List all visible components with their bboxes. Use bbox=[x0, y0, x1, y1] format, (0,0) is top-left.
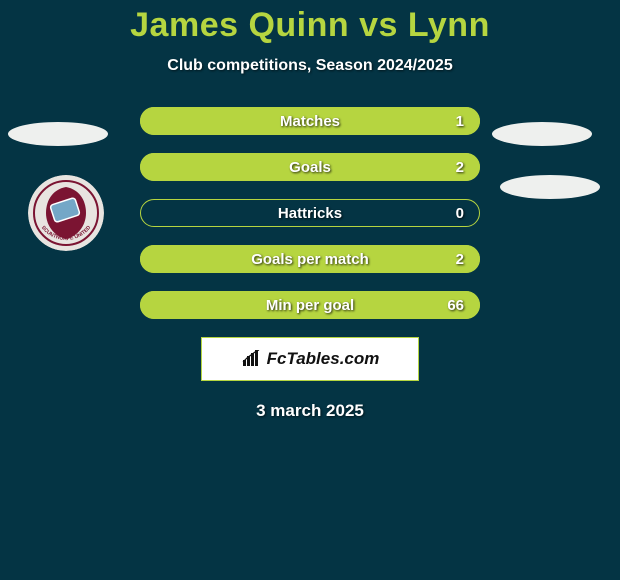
stat-bar-fill-right bbox=[140, 245, 480, 273]
stat-bar: Goals2 bbox=[140, 153, 480, 181]
stat-bar: Hattricks0 bbox=[140, 199, 480, 227]
stat-bar-value-right: 66 bbox=[447, 291, 464, 319]
date-text: 3 march 2025 bbox=[0, 401, 620, 421]
stat-bar-value-right: 1 bbox=[456, 107, 464, 135]
subtitle: Club competitions, Season 2024/2025 bbox=[0, 57, 620, 75]
stat-bar-fill-right bbox=[140, 153, 480, 181]
stat-bar-value-right: 2 bbox=[456, 245, 464, 273]
stat-bar-fill-right bbox=[140, 107, 480, 135]
stat-bar: Min per goal66 bbox=[140, 291, 480, 319]
page-title: James Quinn vs Lynn bbox=[0, 0, 620, 45]
stat-bar: Goals per match2 bbox=[140, 245, 480, 273]
title-player-a: James Quinn bbox=[130, 6, 349, 44]
stat-bar-value-right: 2 bbox=[456, 153, 464, 181]
stat-bar-fill-right bbox=[140, 291, 480, 319]
stat-bar-value-right: 0 bbox=[456, 199, 464, 227]
bar-chart-icon bbox=[241, 350, 261, 368]
player-b-marker-2 bbox=[500, 175, 600, 199]
club-badge: SCUNTHORPE UNITED bbox=[28, 175, 104, 251]
title-player-b: Lynn bbox=[408, 6, 490, 44]
stat-bar: Matches1 bbox=[140, 107, 480, 135]
player-a-marker bbox=[8, 122, 108, 146]
infographic-root: James Quinn vs Lynn Club competitions, S… bbox=[0, 0, 620, 580]
brand-text: FcTables.com bbox=[267, 349, 380, 369]
title-vs: vs bbox=[359, 6, 398, 44]
comparison-bars: Matches1 Goals2 Hattricks0 Goals per match2… bbox=[140, 107, 480, 319]
stat-bar-outline bbox=[140, 199, 480, 227]
brand-box[interactable]: FcTables.com bbox=[201, 337, 419, 381]
club-crest-icon: SCUNTHORPE UNITED bbox=[28, 175, 104, 251]
main-area: SCUNTHORPE UNITED Matches1 Goals2 Hattrick… bbox=[0, 107, 620, 319]
player-b-marker bbox=[492, 122, 592, 146]
